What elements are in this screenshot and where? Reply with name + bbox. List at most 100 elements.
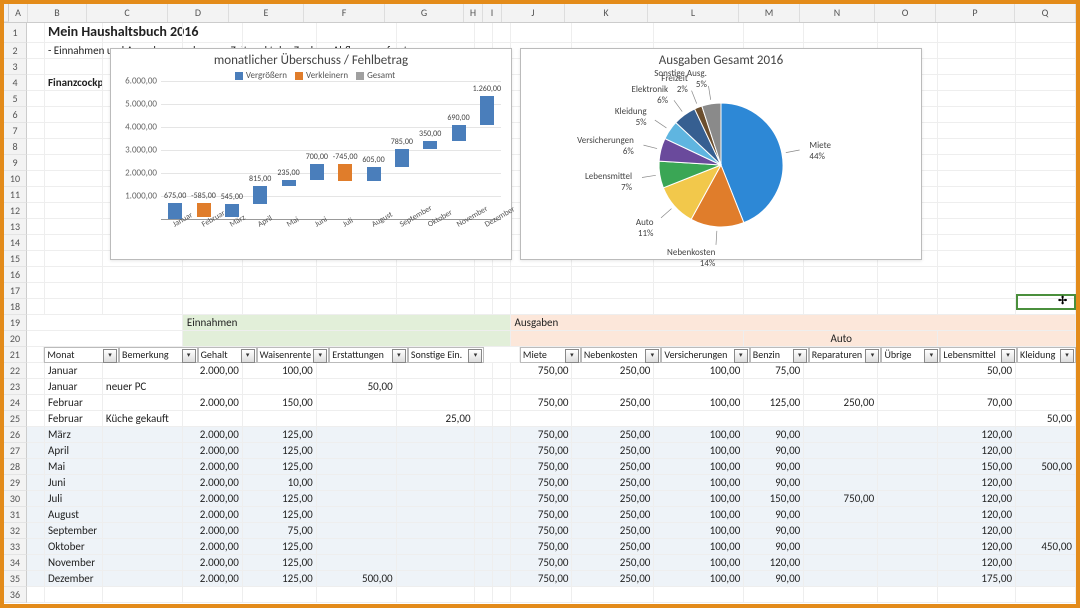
filter-benzin[interactable]: Benzin▾ bbox=[750, 347, 809, 363]
data-cell[interactable] bbox=[27, 571, 45, 587]
cell[interactable] bbox=[493, 23, 511, 43]
row-header-5[interactable]: 5 bbox=[4, 91, 27, 107]
data-cell[interactable] bbox=[183, 379, 243, 395]
data-cell[interactable] bbox=[878, 539, 938, 555]
cell[interactable] bbox=[317, 267, 397, 283]
data-cell[interactable]: 120,00 bbox=[744, 555, 804, 571]
data-cell[interactable]: 120,00 bbox=[938, 507, 1016, 523]
cell[interactable] bbox=[938, 235, 1016, 251]
cell[interactable] bbox=[1016, 139, 1076, 155]
data-cell[interactable] bbox=[103, 459, 183, 475]
cell[interactable] bbox=[27, 587, 45, 603]
data-cell[interactable]: 100,00 bbox=[654, 555, 744, 571]
data-cell[interactable] bbox=[878, 395, 938, 411]
cell[interactable] bbox=[45, 123, 103, 139]
data-cell[interactable] bbox=[397, 507, 475, 523]
cell[interactable] bbox=[511, 587, 573, 603]
column-header-H[interactable]: H bbox=[464, 4, 483, 22]
data-cell[interactable] bbox=[1016, 507, 1076, 523]
cell[interactable] bbox=[744, 299, 804, 315]
data-cell[interactable] bbox=[397, 379, 475, 395]
cell[interactable] bbox=[511, 331, 745, 347]
data-cell[interactable] bbox=[1016, 571, 1076, 587]
cell[interactable] bbox=[938, 203, 1016, 219]
cell[interactable] bbox=[183, 267, 243, 283]
data-cell[interactable]: 250,00 bbox=[572, 555, 654, 571]
data-cell[interactable]: 100,00 bbox=[654, 523, 744, 539]
cell[interactable] bbox=[938, 299, 1016, 315]
data-cell[interactable]: September bbox=[45, 523, 103, 539]
cell[interactable] bbox=[1016, 171, 1076, 187]
cell[interactable] bbox=[1016, 587, 1076, 603]
data-cell[interactable]: 250,00 bbox=[572, 507, 654, 523]
cell[interactable] bbox=[243, 283, 317, 299]
cell[interactable] bbox=[1016, 59, 1076, 75]
data-cell[interactable] bbox=[27, 363, 45, 379]
column-header-I[interactable]: I bbox=[483, 4, 502, 22]
data-cell[interactable] bbox=[243, 379, 317, 395]
data-cell[interactable]: 100,00 bbox=[654, 491, 744, 507]
data-cell[interactable] bbox=[804, 507, 878, 523]
filter-lebensmittel[interactable]: Lebensmittel▾ bbox=[940, 347, 1017, 363]
cell[interactable] bbox=[475, 23, 493, 43]
cell[interactable] bbox=[183, 23, 243, 43]
data-cell[interactable] bbox=[317, 491, 397, 507]
data-cell[interactable] bbox=[27, 411, 45, 427]
cell[interactable] bbox=[938, 171, 1016, 187]
row-header-4[interactable]: 4 bbox=[4, 75, 27, 91]
cell[interactable] bbox=[183, 587, 243, 603]
row-header-10[interactable]: 10 bbox=[4, 171, 27, 187]
cell[interactable] bbox=[493, 587, 511, 603]
data-cell[interactable] bbox=[878, 443, 938, 459]
data-cell[interactable] bbox=[475, 555, 493, 571]
cell[interactable] bbox=[1016, 219, 1076, 235]
data-cell[interactable] bbox=[475, 363, 493, 379]
row-header-21[interactable]: 21 bbox=[4, 347, 27, 363]
column-header-L[interactable]: L bbox=[648, 4, 739, 22]
cell[interactable] bbox=[878, 299, 938, 315]
data-cell[interactable] bbox=[572, 379, 654, 395]
data-cell[interactable] bbox=[1016, 475, 1076, 491]
data-cell[interactable]: 50,00 bbox=[317, 379, 397, 395]
cell[interactable] bbox=[493, 267, 511, 283]
cell[interactable] bbox=[27, 91, 45, 107]
data-cell[interactable] bbox=[804, 443, 878, 459]
cell[interactable] bbox=[804, 267, 878, 283]
data-cell[interactable]: 120,00 bbox=[938, 475, 1016, 491]
cell[interactable] bbox=[45, 171, 103, 187]
cell[interactable] bbox=[183, 299, 243, 315]
cell[interactable] bbox=[475, 587, 493, 603]
einnahmen-header[interactable]: Einnahmen bbox=[183, 315, 511, 331]
workbook-subtitle[interactable]: - Einnahmen und Ausgaben werden zum Zeit… bbox=[45, 43, 103, 59]
data-cell[interactable] bbox=[804, 363, 878, 379]
data-cell[interactable]: 250,00 bbox=[572, 443, 654, 459]
cell[interactable] bbox=[1016, 23, 1076, 43]
data-cell[interactable]: 75,00 bbox=[744, 363, 804, 379]
data-cell[interactable]: April bbox=[45, 443, 103, 459]
row-header-20[interactable]: 20 bbox=[4, 331, 27, 347]
cell[interactable] bbox=[475, 299, 493, 315]
data-cell[interactable]: 2.000,00 bbox=[183, 571, 243, 587]
cell[interactable] bbox=[938, 187, 1016, 203]
data-cell[interactable]: 90,00 bbox=[744, 571, 804, 587]
data-cell[interactable] bbox=[27, 491, 45, 507]
data-cell[interactable]: 125,00 bbox=[243, 539, 317, 555]
data-cell[interactable] bbox=[878, 571, 938, 587]
cell[interactable] bbox=[938, 251, 1016, 267]
filter-versicherungen[interactable]: Versicherungen▾ bbox=[661, 347, 749, 363]
data-cell[interactable]: 250,00 bbox=[572, 539, 654, 555]
cell[interactable] bbox=[938, 107, 1016, 123]
cell[interactable] bbox=[103, 299, 183, 315]
filter-miete[interactable]: Miete▾ bbox=[520, 347, 581, 363]
data-cell[interactable] bbox=[243, 411, 317, 427]
data-cell[interactable]: 2.000,00 bbox=[183, 443, 243, 459]
data-cell[interactable] bbox=[317, 459, 397, 475]
data-cell[interactable] bbox=[103, 491, 183, 507]
data-cell[interactable] bbox=[103, 475, 183, 491]
data-cell[interactable] bbox=[493, 395, 511, 411]
cell[interactable] bbox=[27, 123, 45, 139]
data-cell[interactable] bbox=[475, 459, 493, 475]
data-cell[interactable]: 100,00 bbox=[654, 427, 744, 443]
row-header-13[interactable]: 13 bbox=[4, 219, 27, 235]
cell[interactable] bbox=[744, 587, 804, 603]
